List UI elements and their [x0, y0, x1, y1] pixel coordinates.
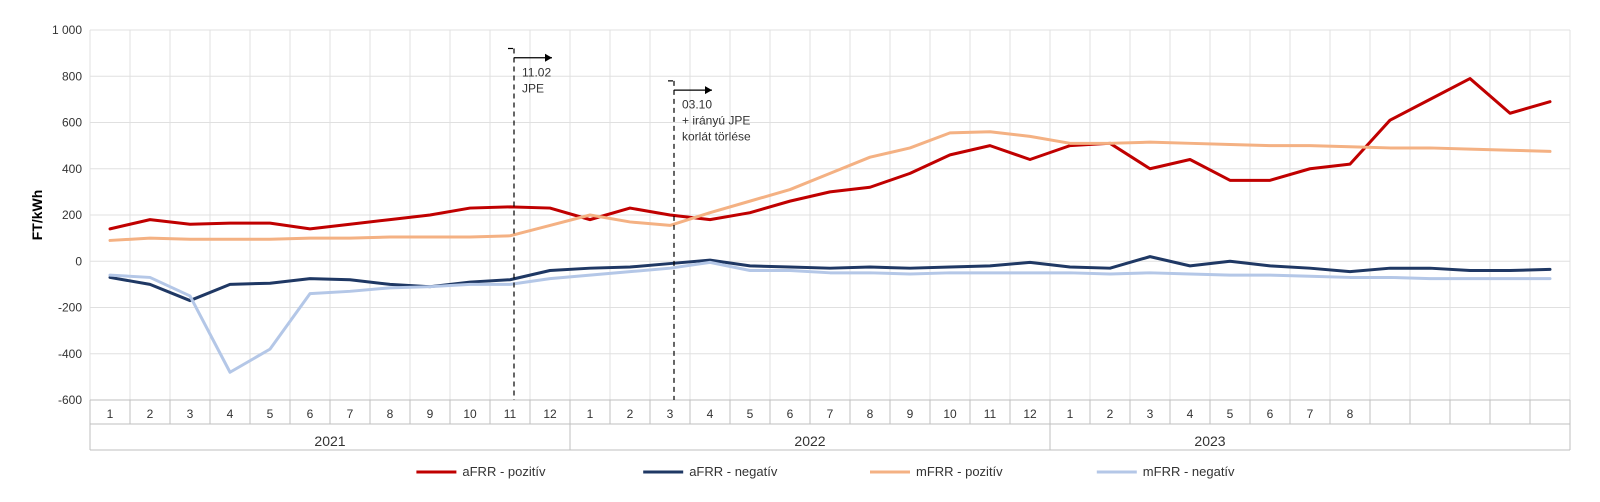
- chart-svg: -600-400-20002004006008001 000FT/kWh1234…: [20, 20, 1580, 482]
- x-month-label: 12: [543, 407, 557, 421]
- x-month-label: 6: [787, 407, 794, 421]
- legend-label: aFRR - negatív: [689, 464, 778, 479]
- annotation-text: JPE: [522, 81, 544, 95]
- y-tick-label: -200: [58, 301, 82, 315]
- annotation-text: korlát törlése: [682, 130, 751, 144]
- x-month-label: 1: [1067, 407, 1074, 421]
- x-month-label: 8: [1347, 407, 1354, 421]
- legend-label: mFRR - pozitív: [916, 464, 1003, 479]
- y-tick-label: 400: [62, 162, 82, 176]
- x-month-label: 8: [867, 407, 874, 421]
- y-tick-label: 0: [75, 254, 82, 268]
- y-tick-label: 800: [62, 69, 82, 83]
- x-month-label: 2: [147, 407, 154, 421]
- y-tick-label: 1 000: [52, 23, 82, 37]
- x-month-label: 5: [267, 407, 274, 421]
- legend-label: aFRR - pozitív: [462, 464, 546, 479]
- y-tick-label: -600: [58, 393, 82, 407]
- x-month-label: 5: [1227, 407, 1234, 421]
- x-month-label: 9: [427, 407, 434, 421]
- x-month-label: 9: [907, 407, 914, 421]
- x-month-label: 11: [504, 407, 517, 421]
- y-axis-title: FT/kWh: [29, 190, 45, 241]
- x-month-label: 7: [1307, 407, 1314, 421]
- x-month-label: 4: [1187, 407, 1194, 421]
- annotation-text: 03.10: [682, 98, 712, 112]
- x-month-label: 5: [747, 407, 754, 421]
- annotation-text: + irányú JPE: [682, 114, 750, 128]
- x-month-label: 3: [1147, 407, 1154, 421]
- x-month-label: 12: [1023, 407, 1037, 421]
- x-month-label: 3: [667, 407, 674, 421]
- x-month-label: 8: [387, 407, 394, 421]
- x-month-label: 4: [707, 407, 714, 421]
- x-year-label: 2021: [314, 433, 345, 449]
- x-month-label: 2: [1107, 407, 1114, 421]
- legend-label: mFRR - negatív: [1143, 464, 1235, 479]
- x-month-label: 11: [984, 407, 997, 421]
- x-year-label: 2023: [1194, 433, 1225, 449]
- y-tick-label: 600: [62, 116, 82, 130]
- x-month-label: 1: [107, 407, 114, 421]
- frr-price-chart: -600-400-20002004006008001 000FT/kWh1234…: [20, 20, 1580, 482]
- x-month-label: 4: [227, 407, 234, 421]
- y-tick-label: -400: [58, 347, 82, 361]
- x-month-label: 6: [1267, 407, 1274, 421]
- x-month-label: 10: [463, 407, 477, 421]
- x-month-label: 2: [627, 407, 634, 421]
- x-month-label: 1: [587, 407, 594, 421]
- x-month-label: 3: [187, 407, 194, 421]
- annotation-text: 11.02: [522, 65, 551, 79]
- x-year-label: 2022: [794, 433, 825, 449]
- x-month-label: 10: [943, 407, 957, 421]
- x-month-label: 7: [827, 407, 834, 421]
- y-tick-label: 200: [62, 208, 82, 222]
- x-month-label: 7: [347, 407, 354, 421]
- x-month-label: 6: [307, 407, 314, 421]
